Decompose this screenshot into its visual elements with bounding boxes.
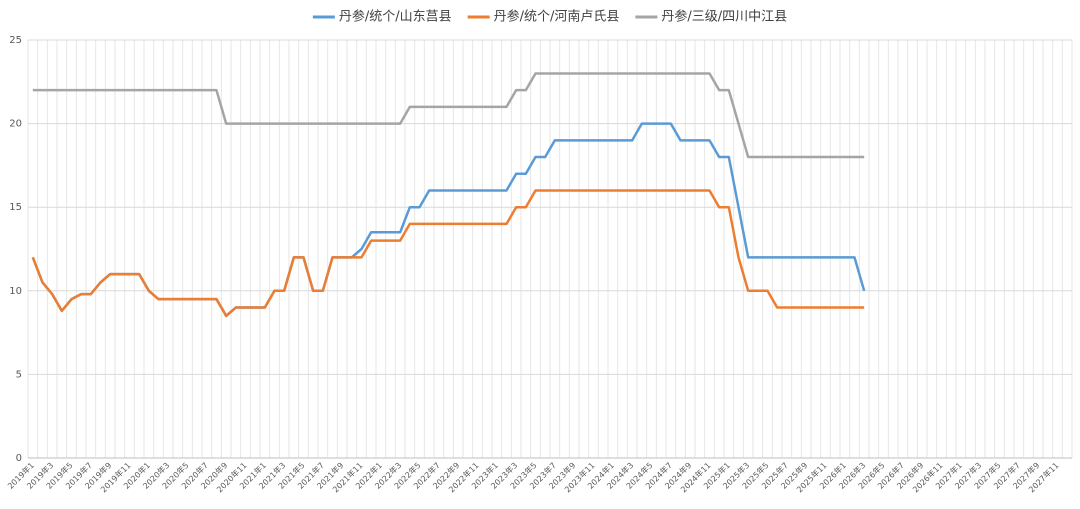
y-tick-label: 20	[9, 119, 22, 130]
legend-label: 丹参/统个/河南卢氏县	[494, 9, 620, 25]
series-line	[31, 189, 865, 318]
y-tick-label: 5	[16, 369, 22, 380]
legend: 丹参/统个/山东莒县 丹参/统个/河南卢氏县 丹参/三级/四川中江县	[312, 9, 787, 25]
legend-label: 丹参/统个/山东莒县	[339, 9, 452, 25]
y-tick-label: 0	[16, 453, 22, 464]
y-tick-label: 25	[9, 35, 22, 46]
series-line	[31, 122, 866, 318]
series-line	[32, 72, 865, 159]
legend-label: 丹参/三级/四川中江县	[661, 9, 787, 25]
y-tick-label: 10	[9, 286, 22, 297]
y-tick-label: 15	[9, 202, 22, 213]
